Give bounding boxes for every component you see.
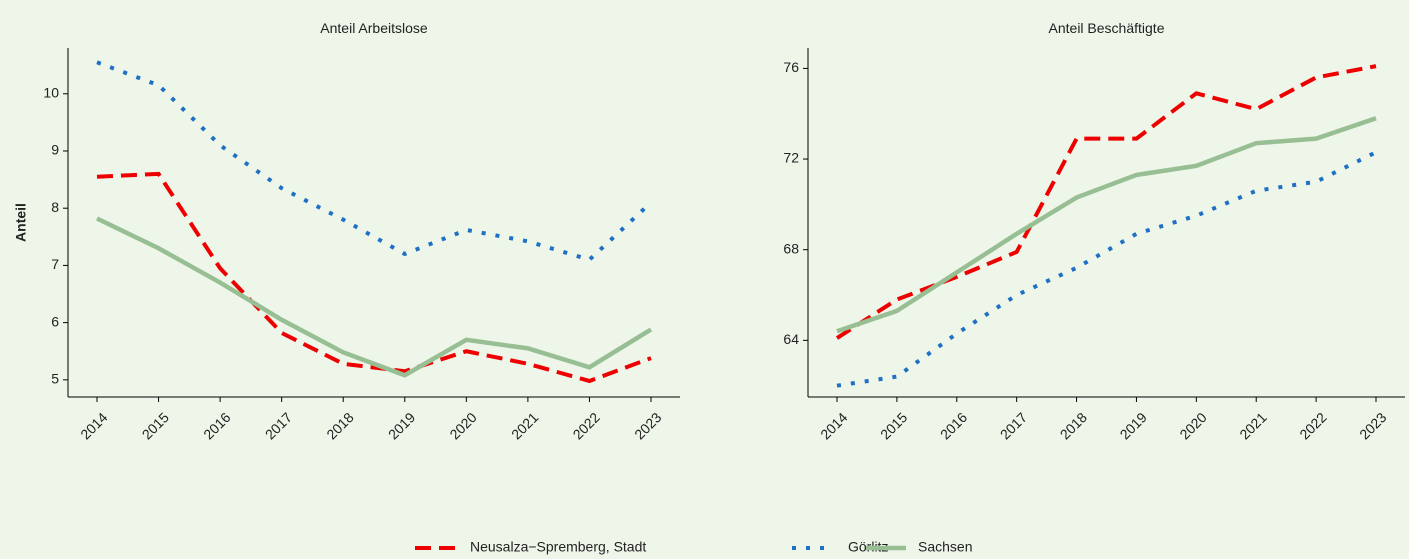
x-tick-label: 2019 — [385, 409, 418, 442]
x-tick-label: 2018 — [323, 409, 356, 442]
x-tick-label: 2022 — [1296, 409, 1329, 442]
x-tick-label: 2015 — [877, 409, 910, 442]
x-tick-label: 2021 — [1236, 409, 1269, 442]
x-tick-label: 2022 — [570, 409, 603, 442]
x-tick-label: 2021 — [508, 409, 541, 442]
x-tick-label: 2017 — [997, 409, 1030, 442]
x-tick-label: 2020 — [1176, 409, 1209, 442]
x-tick-label: 2018 — [1057, 409, 1090, 442]
series-line — [96, 171, 652, 384]
series-line — [96, 60, 653, 262]
x-tick-label: 2016 — [200, 409, 233, 442]
y-tick-label: 7 — [51, 256, 59, 272]
panel-title: Anteil Beschäftigte — [1049, 20, 1165, 36]
series-line — [835, 64, 1377, 340]
y-tick-label: 76 — [783, 59, 799, 75]
y-tick-label: 9 — [51, 142, 59, 158]
y-tick-label: 72 — [783, 150, 799, 166]
x-tick-label: 2023 — [631, 409, 664, 442]
series-line — [836, 116, 1377, 334]
y-tick-label: 64 — [783, 331, 799, 347]
y-tick-label: 10 — [43, 84, 59, 100]
x-tick-label: 2019 — [1117, 409, 1150, 442]
x-tick-label: 2015 — [139, 409, 172, 442]
series-line — [96, 216, 653, 378]
x-tick-label: 2014 — [817, 409, 850, 442]
x-tick-label: 2017 — [262, 409, 295, 442]
x-tick-label: 2016 — [937, 409, 970, 442]
legend-label: Neusalza−Spremberg, Stadt — [470, 539, 646, 555]
y-tick-label: 8 — [51, 199, 59, 215]
legend-label: Sachsen — [918, 539, 972, 555]
x-tick-label: 2014 — [77, 409, 110, 442]
y-axis-label: Anteil — [13, 203, 29, 242]
panel-title: Anteil Arbeitslose — [320, 20, 428, 36]
x-tick-label: 2020 — [446, 409, 479, 442]
x-tick-label: 2023 — [1356, 409, 1389, 442]
y-tick-label: 68 — [783, 240, 799, 256]
y-tick-label: 5 — [51, 371, 59, 387]
y-tick-label: 6 — [51, 313, 59, 329]
